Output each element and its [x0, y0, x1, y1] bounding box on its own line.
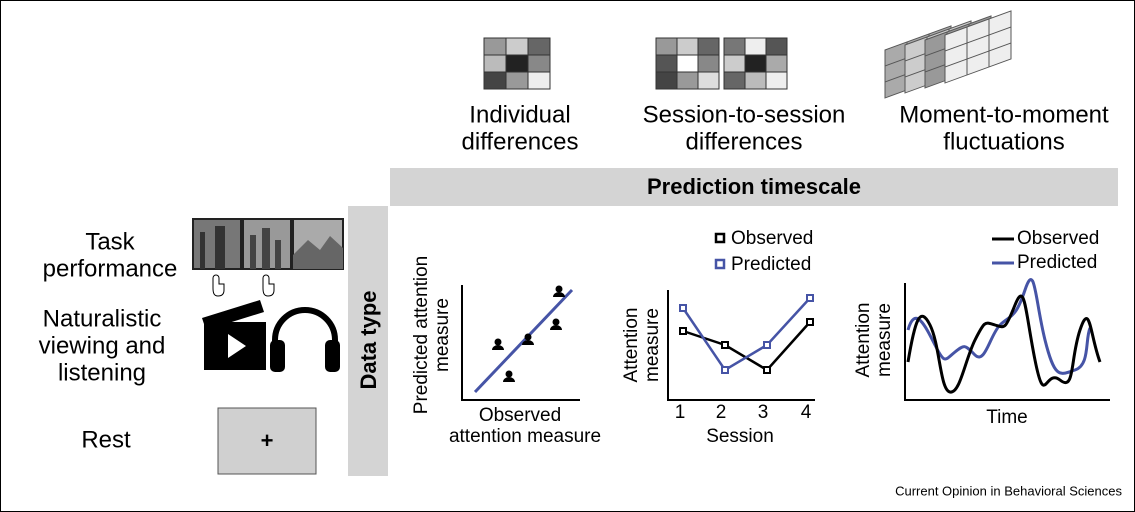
x-label: Observed: [479, 405, 561, 426]
data-type-name: Naturalistic: [43, 305, 162, 332]
data-type-name: listening: [58, 359, 146, 386]
x-tick-label: 1: [675, 402, 686, 423]
y-label: Attention: [853, 303, 874, 378]
y-label: Predicted attention: [411, 256, 432, 414]
x-tick-label: 2: [716, 402, 727, 423]
column-label: differences: [686, 128, 803, 155]
column-label: Moment-to-moment: [899, 101, 1109, 128]
column-label: Session-to-session: [643, 101, 846, 128]
x-label: Time: [986, 407, 1028, 428]
y-label: measure: [432, 298, 453, 372]
data-type-name: Task: [85, 228, 135, 255]
data-type-name: Rest: [81, 426, 131, 453]
y-label: measure: [642, 308, 663, 382]
column-label: differences: [462, 128, 579, 155]
y-label: measure: [874, 303, 895, 377]
y-label: Attention: [621, 308, 642, 383]
legend-label: Observed: [731, 228, 813, 249]
data-type-label: Data type: [356, 290, 381, 389]
legend-label: Observed: [1017, 228, 1099, 249]
x-tick-label: 4: [801, 402, 812, 423]
data-type-name: viewing and: [39, 332, 166, 359]
x-label: Session: [706, 426, 774, 447]
x-label: attention measure: [449, 426, 601, 447]
legend-label: Predicted: [1017, 252, 1097, 273]
timescale-label: Prediction timescale: [647, 174, 861, 199]
column-label: Individual: [469, 101, 570, 128]
rest-symbol: +: [261, 428, 274, 453]
grid-icon: [484, 38, 550, 89]
figure: Individual differences Session-to-sessio…: [0, 0, 1135, 512]
credit: Current Opinion in Behavioral Sciences: [895, 483, 1122, 498]
x-tick-label: 3: [758, 402, 769, 423]
legend-label: Predicted: [731, 254, 811, 275]
column-label: fluctuations: [943, 128, 1064, 155]
data-type-name: performance: [43, 255, 178, 282]
